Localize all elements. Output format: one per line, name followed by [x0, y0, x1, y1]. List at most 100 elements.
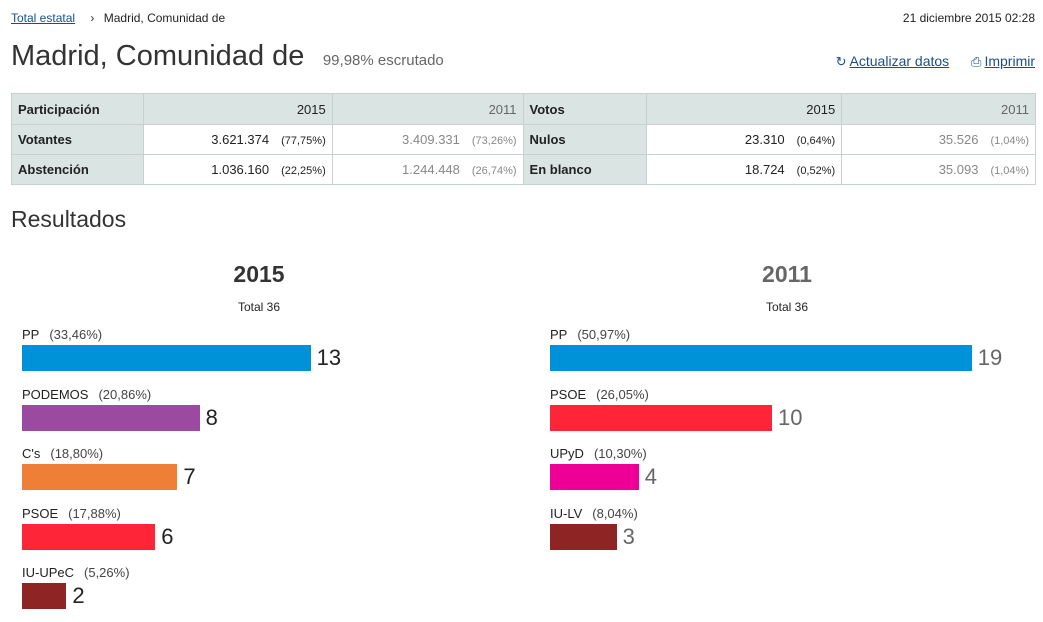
- chart-year-title: 2015: [233, 261, 285, 287]
- cell-percent: (22,25%): [281, 165, 326, 177]
- votes-2015-cell: 18.724 (0,52%): [646, 154, 843, 185]
- votes-2015-header: 2015: [646, 93, 843, 125]
- print-link[interactable]: ⎙ Imprimir: [971, 53, 1035, 69]
- party-name: PODEMOS: [22, 386, 89, 402]
- votes-2011-cell: 35.526 (1,04%): [841, 124, 1036, 155]
- participation-header: Participación: [11, 93, 144, 125]
- refresh-icon: ↻: [835, 54, 847, 69]
- cell-value: 35.526: [938, 132, 979, 147]
- stats-row: Abstención 1.036.160 (22,25%) 1.244.448 (2…: [11, 154, 1036, 185]
- party-percentage: (8,04%): [592, 505, 638, 521]
- party-name: C's: [22, 446, 41, 461]
- participation-row-label: Abstención: [11, 154, 144, 185]
- party-name: UPyD: [550, 446, 584, 461]
- seat-bar: [22, 583, 67, 609]
- chart-total-seats: Total 36: [237, 300, 281, 314]
- party-percentage: (20,86%): [98, 386, 152, 402]
- seat-bar: [22, 345, 311, 371]
- cell-percent: (1,04%): [990, 135, 1029, 147]
- cell-percent: (26,74%): [471, 165, 517, 177]
- stats-table: Participación 2015 2011 Votos 2015 2011 …: [11, 93, 1036, 185]
- seat-count: 7: [183, 464, 196, 489]
- party-percentage: (50,97%): [577, 327, 631, 342]
- party-percentage: (18,80%): [50, 446, 104, 461]
- print-label: Imprimir: [984, 53, 1035, 69]
- party-label: PP (33,46%): [22, 327, 102, 342]
- printer-icon: ⎙: [971, 54, 982, 69]
- cell-percent: (73,26%): [471, 135, 517, 147]
- seat-count: 6: [161, 523, 174, 549]
- votes-header: Votos: [522, 93, 648, 125]
- cell-value: 3.409.331: [402, 132, 460, 147]
- seat-bar: [22, 523, 156, 550]
- votes-row-label: Nulos: [522, 124, 648, 155]
- page-title: Madrid, Comunidad de: [11, 40, 305, 72]
- top-bar: Total estatal › Madrid, Comunidad de 21 …: [11, 11, 1035, 27]
- party-label: PODEMOS (20,86%): [22, 387, 151, 402]
- seat-bar: [550, 523, 617, 550]
- seat-count: 3: [622, 523, 635, 549]
- party-label: UPyD (10,30%): [550, 446, 647, 461]
- votes-2015-cell: 23.310 (0,64%): [646, 124, 843, 155]
- seat-count: 13: [316, 345, 342, 370]
- party-percentage: (17,88%): [68, 505, 121, 521]
- stats-header-row: Participación 2015 2011 Votos 2015 2011: [11, 93, 1036, 125]
- participation-2011-cell: 3.409.331 (73,26%): [331, 124, 524, 155]
- update-data-link[interactable]: ↻ Actualizar datos: [836, 53, 950, 69]
- cell-value: 3.621.374: [211, 132, 270, 147]
- scrutiny-status: 99,98% escrutado: [322, 52, 444, 69]
- votes-row-label: En blanco: [522, 154, 648, 185]
- actions: ↻ Actualizar datos ⎙ Imprimir: [818, 53, 1035, 70]
- seat-count: 8: [205, 404, 218, 430]
- seat-count: 19: [977, 345, 1003, 370]
- party-name: PSOE: [22, 505, 59, 521]
- cell-value: 35.093: [938, 162, 979, 177]
- cell-percent: (77,75%): [281, 135, 326, 147]
- seat-bar: [550, 404, 772, 431]
- seat-bar: [550, 464, 639, 490]
- breadcrumb-root-link[interactable]: Total estatal: [11, 11, 76, 25]
- cell-percent: (0,64%): [796, 135, 836, 147]
- participation-row-label: Votantes: [11, 124, 144, 155]
- party-label: PP (50,97%): [550, 327, 630, 342]
- update-data-label: Actualizar datos: [849, 53, 950, 69]
- seat-bar: [550, 345, 972, 371]
- cell-value: 1.036.160: [211, 162, 270, 177]
- cell-value: 23.310: [744, 132, 785, 147]
- party-name: IU-UPeC: [22, 565, 75, 580]
- party-percentage: (33,46%): [49, 327, 103, 342]
- seat-bar: [22, 404, 200, 431]
- participation-2015-cell: 1.036.160 (22,25%): [142, 154, 333, 185]
- seat-bar: [22, 464, 178, 490]
- cell-percent: (1,04%): [990, 165, 1029, 177]
- breadcrumb-current: Madrid, Comunidad de: [103, 11, 226, 25]
- chart-total-seats: Total 36: [765, 300, 809, 314]
- participation-2015-cell: 3.621.374 (77,75%): [142, 124, 333, 155]
- stats-row: Votantes 3.621.374 (77,75%) 3.409.331 (73,…: [11, 124, 1036, 155]
- chevron-right-icon: ›: [90, 11, 95, 25]
- party-percentage: (26,05%): [596, 386, 649, 402]
- party-name: PP: [22, 327, 40, 342]
- results-title: Resultados: [11, 206, 127, 232]
- party-name: PSOE: [550, 386, 587, 402]
- cell-value: 1.244.448: [402, 162, 460, 177]
- cell-percent: (0,52%): [796, 165, 836, 177]
- party-name: PP: [550, 327, 568, 342]
- votes-2011-header: 2011: [841, 93, 1036, 125]
- participation-2015-header: 2015: [142, 93, 333, 125]
- party-label: PSOE (26,05%): [550, 387, 649, 402]
- seat-count: 2: [72, 583, 85, 608]
- party-percentage: (5,26%): [84, 565, 130, 580]
- party-label: IU-UPeC (5,26%): [22, 565, 130, 580]
- datetime: 21 diciembre 2015 02:28: [902, 11, 1035, 25]
- seat-count: 10: [778, 404, 803, 430]
- title-row: Madrid, Comunidad de 99,98% escrutado ↻ A…: [11, 40, 1035, 74]
- party-label: C's (18,80%): [22, 446, 103, 461]
- party-label: IU-LV (8,04%): [550, 506, 638, 521]
- party-label: PSOE (17,88%): [22, 506, 121, 521]
- chart-year-title: 2011: [762, 261, 812, 287]
- participation-2011-cell: 1.244.448 (26,74%): [331, 154, 524, 185]
- seat-count: 4: [644, 464, 658, 489]
- party-name: IU-LV: [550, 505, 583, 521]
- participation-2011-header: 2011: [331, 93, 524, 125]
